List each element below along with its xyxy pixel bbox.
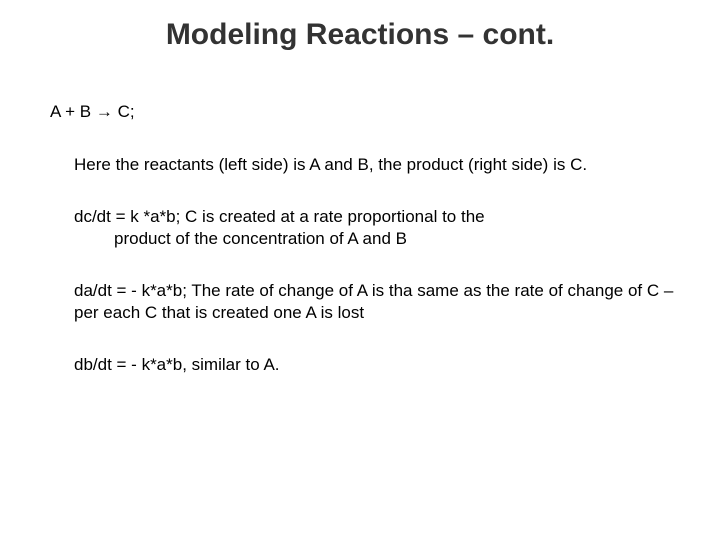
paragraph-dadt: da/dt = - k*a*b; The rate of change of A… [50,280,680,324]
slide-title: Modeling Reactions – cont. [0,0,720,52]
slide-body: A + B → C; Here the reactants (left side… [0,102,720,377]
dcdt-line1: dc/dt = k *a*b; C is created at a rate p… [74,206,680,228]
arrow-icon: → [96,102,113,121]
reaction-equation: A + B → C; [50,102,680,122]
dcdt-line2: product of the concentration of A and B [74,228,680,250]
reaction-lhs: A + B [50,102,91,121]
paragraph-dcdt: dc/dt = k *a*b; C is created at a rate p… [50,206,680,250]
paragraph-reactants: Here the reactants (left side) is A and … [50,154,680,176]
reaction-rhs: C; [118,102,135,121]
paragraph-dbdt: db/dt = - k*a*b, similar to A. [50,354,680,376]
